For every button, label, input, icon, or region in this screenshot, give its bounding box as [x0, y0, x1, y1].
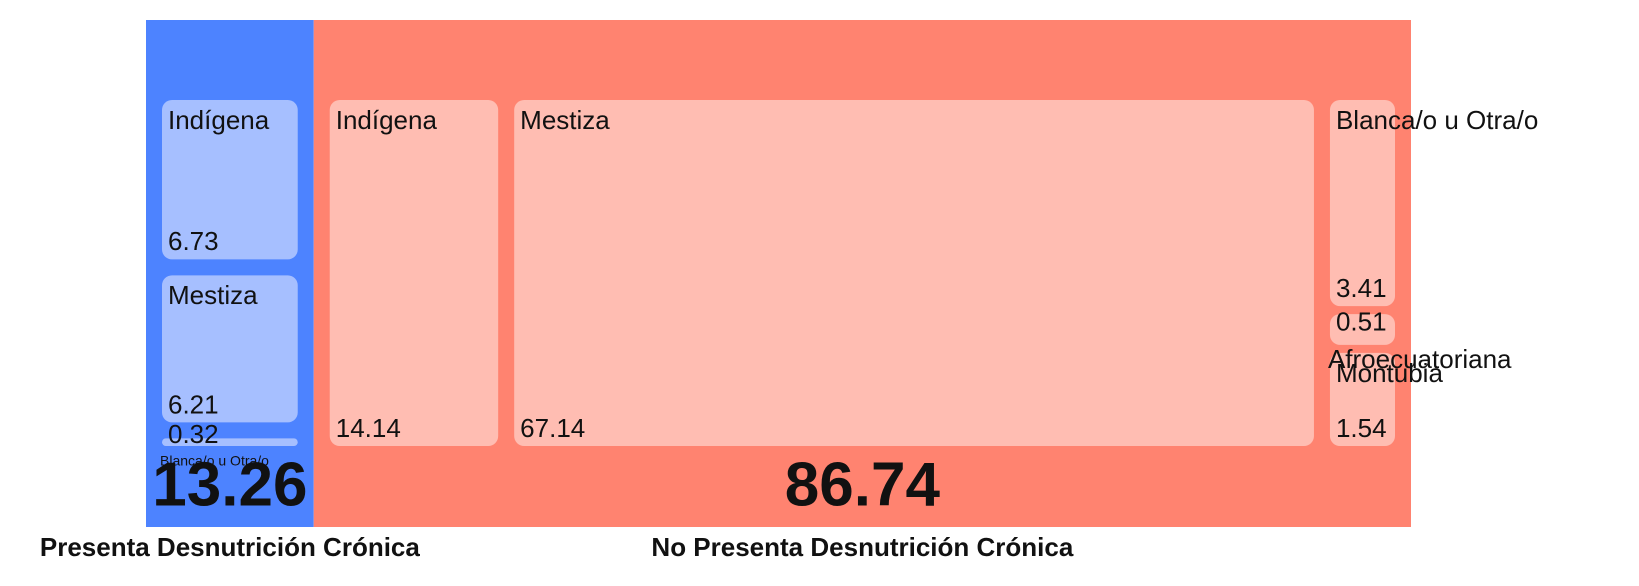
cell-value: 6.21 [168, 389, 219, 419]
cell-label: Indígena [168, 105, 270, 135]
cell-label: Mestiza [520, 105, 610, 135]
cell-label: Blanca/o u Otra/o [1336, 105, 1538, 135]
group-label: Presenta Desnutrición Crónica [40, 532, 421, 562]
cell-label: Blanca/o u Otra/o [160, 453, 269, 469]
cell [162, 275, 298, 423]
cell [1329, 100, 1395, 307]
cell [1329, 352, 1395, 446]
cell-value: 0.32 [168, 419, 219, 449]
cell-label: Afroecuatoriana [1328, 344, 1512, 374]
cell-value: 0.51 [1336, 306, 1387, 336]
cell-label: Mestiza [168, 280, 258, 310]
cell-value: 1.54 [1336, 413, 1387, 443]
cell [329, 100, 499, 446]
cell-value: 14.14 [336, 413, 401, 443]
cell [162, 100, 298, 260]
cell [514, 100, 1314, 446]
cell-value: 6.73 [168, 226, 219, 256]
cell-value: 67.14 [520, 413, 585, 443]
group-label: No Presenta Desnutrición Crónica [651, 532, 1073, 562]
cell-label: Indígena [336, 105, 438, 135]
cell-label: Montubia [1336, 358, 1443, 388]
cell [162, 438, 298, 446]
group-value: 13.26 [152, 450, 307, 519]
group-value: 86.74 [785, 450, 941, 519]
cell-value: 3.41 [1336, 273, 1387, 303]
cell [1329, 314, 1395, 345]
